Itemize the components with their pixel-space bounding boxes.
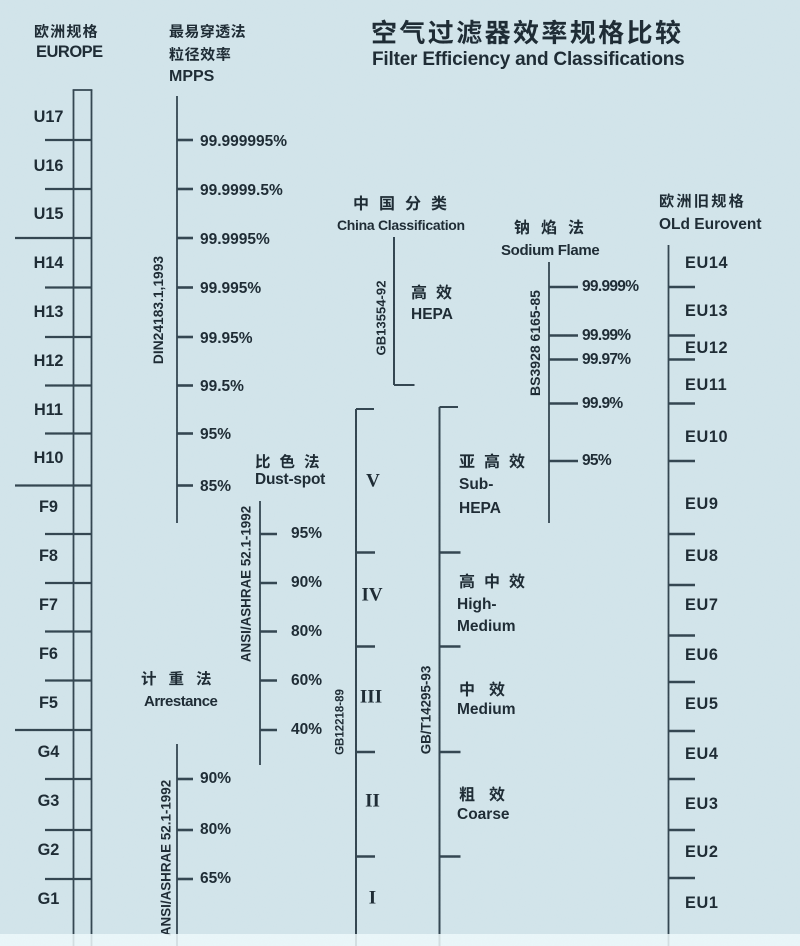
europe-class-f6: F6 (38, 644, 59, 663)
europe-class-f8: F8 (38, 546, 59, 565)
dust-spot-value-3: 60% (291, 671, 323, 689)
europe-class-h12: H12 (33, 351, 64, 370)
mpps-standard: DIN24183.1,1993 (150, 255, 166, 365)
dust-spot-value-2: 80% (291, 622, 323, 640)
mpps-value-6: 95% (200, 426, 232, 444)
category-sub-hepa-en1: Sub- (459, 476, 494, 493)
eurovent-header-cjk (659, 193, 744, 208)
bottom-scan-strip (0, 934, 800, 946)
europe-class-f9: F9 (38, 497, 59, 516)
mpps-header-cjk-line2 (169, 46, 231, 62)
china-grade-iii: III (359, 686, 383, 707)
category-high-medium-en1: High- (457, 596, 497, 613)
eurovent-class-eu6: EU6 (685, 645, 719, 664)
china-grade-ii: II (365, 790, 380, 811)
category-coarse-cjk (459, 786, 505, 802)
dust-spot-standard: ANSI/ASHRAE 52.1-1992 (238, 505, 254, 663)
gb12218-standard: GB12218-89 (333, 688, 346, 755)
europe-class-h10: H10 (33, 448, 64, 467)
arrestance-header-cjk (141, 670, 211, 686)
europe-class-f5: F5 (38, 693, 59, 712)
gbt14295-standard: GB/T14295-93 (418, 665, 434, 755)
eurovent-class-eu10: EU10 (685, 427, 729, 446)
mpps-header-en: MPPS (169, 67, 215, 85)
category-medium-en1: Medium (457, 701, 516, 718)
europe-class-h11: H11 (34, 400, 63, 419)
dust-spot-value-4: 40% (291, 721, 323, 739)
europe-class-h13: H13 (33, 302, 64, 321)
europe-class-u15: U15 (33, 204, 64, 223)
sodium-value-2: 99.97% (582, 350, 631, 368)
europe-class-u17: U17 (33, 107, 64, 126)
category-high-medium-en2: Medium (457, 618, 516, 635)
china-header-cjk (354, 195, 447, 211)
dust-spot-value-0: 95% (291, 525, 323, 543)
category-high-medium-cjk (459, 573, 525, 589)
arrestance-value-0: 90% (200, 770, 232, 788)
sodium-standard: BS3928 6165-85 (526, 289, 543, 396)
europe-header-cjk (34, 23, 98, 39)
eurovent-class-eu13: EU13 (685, 301, 729, 320)
eurovent-class-eu2: EU2 (685, 843, 719, 862)
europe-class-f7: F7 (38, 595, 59, 614)
category-sub-hepa-en2: HEPA (459, 500, 501, 517)
eurovent-class-eu12: EU12 (685, 338, 729, 357)
mpps-value-1: 99.9999.5% (200, 181, 283, 199)
europe-class-g4: G4 (37, 742, 60, 761)
sodium-value-4: 95% (582, 452, 612, 470)
europe-class-h14: H14 (33, 253, 64, 272)
china-header-en: China Classification (337, 216, 465, 233)
category-coarse-en1: Coarse (457, 806, 510, 823)
gb13554-standard: GB13554-92 (372, 280, 388, 356)
mpps-value-5: 99.5% (200, 378, 244, 396)
mpps-header-cjk-line1 (169, 23, 246, 39)
mpps-value-4: 99.95% (200, 329, 253, 347)
arrestance-value-2: 65% (200, 870, 232, 888)
eurovent-class-eu14: EU14 (685, 253, 729, 272)
china-grade-v: V (366, 470, 380, 492)
sodium-value-1: 99.99% (582, 326, 631, 344)
mpps-value-7: 85% (200, 478, 232, 496)
sodium-value-0: 99.999% (582, 278, 639, 296)
mpps-value-0: 99.999995% (200, 132, 288, 150)
eurovent-class-eu5: EU5 (685, 694, 719, 713)
mpps-value-2: 99.9995% (200, 230, 270, 248)
arrestance-standard: ANSI/ASHRAE 52.1-1992 (157, 779, 173, 937)
arrestance-value-1: 80% (200, 821, 232, 839)
eurovent-header-en: OLd Eurovent (659, 215, 762, 233)
europe-class-g3: G3 (37, 791, 60, 810)
europe-class-g1: G1 (37, 889, 60, 908)
eurovent-class-eu3: EU3 (685, 794, 719, 813)
china-grade-iv: IV (361, 584, 383, 605)
hepa-label-cjk (411, 284, 452, 300)
sodium-value-3: 99.9% (582, 394, 623, 412)
dust-spot-header-cjk (255, 453, 319, 469)
sodium-header-cjk (514, 219, 584, 235)
hepa-label-en: HEPA (411, 305, 453, 323)
europe-class-u16: U16 (33, 156, 64, 175)
category-sub-hepa-cjk (459, 453, 525, 469)
eurovent-class-eu11: EU11 (685, 376, 728, 395)
title-cjk (372, 19, 681, 45)
dust-spot-header-en: Dust-spot (255, 470, 326, 488)
europe-class-g2: G2 (37, 840, 60, 859)
mpps-value-3: 99.995% (200, 280, 262, 298)
eurovent-class-eu7: EU7 (685, 595, 719, 614)
china-grade-i: I (368, 887, 377, 908)
sodium-header-en: Sodium Flame (501, 242, 600, 259)
eurovent-class-eu8: EU8 (685, 546, 719, 565)
arrestance-header-en: Arrestance (144, 693, 218, 710)
dust-spot-value-1: 90% (291, 574, 323, 592)
title-en: Filter Efficiency and Classifications (372, 49, 685, 70)
eurovent-class-eu9: EU9 (685, 494, 719, 513)
eurovent-class-eu4: EU4 (685, 744, 719, 763)
eurovent-class-eu1: EU1 (685, 893, 719, 912)
europe-header-en: EUROPE (36, 42, 103, 61)
category-medium-cjk (460, 681, 505, 697)
